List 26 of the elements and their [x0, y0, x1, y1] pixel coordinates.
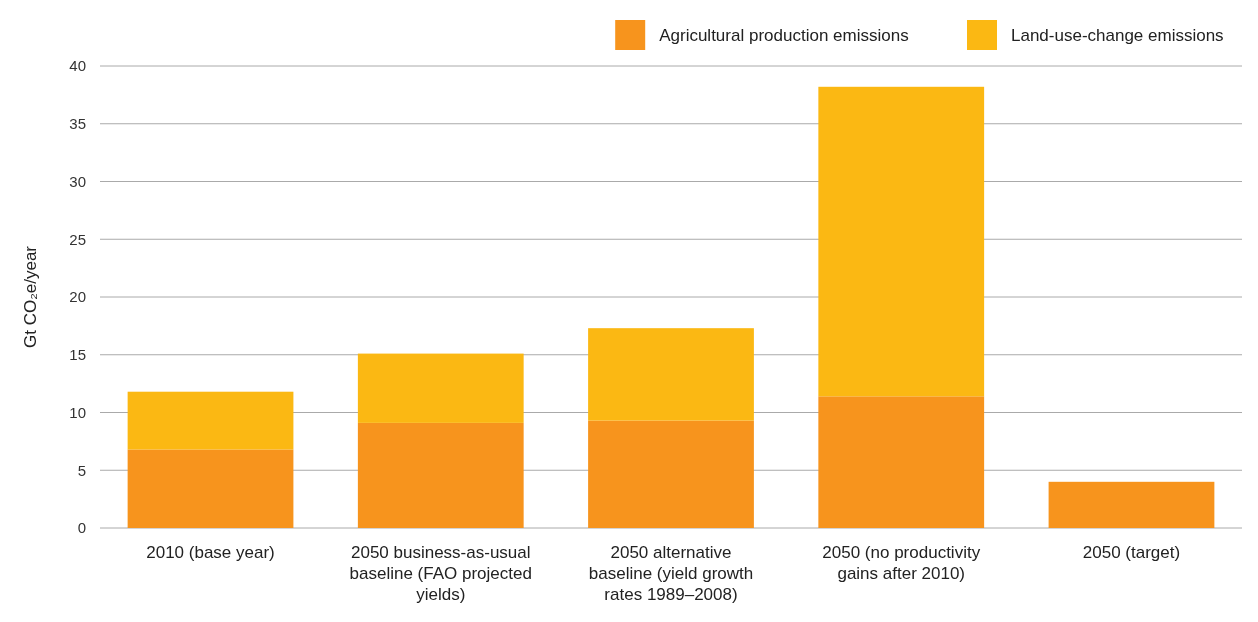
y-tick-label: 20	[69, 288, 86, 306]
x-tick-label: 2010 (base year)	[146, 543, 275, 562]
legend-label: Agricultural production emissions	[659, 25, 909, 45]
y-axis-title: Gt CO₂e/year	[21, 245, 40, 349]
legend-label: Land-use-change emissions	[1011, 25, 1224, 45]
x-tick-label: 2050 (no productivity gains after 2010)	[822, 543, 981, 583]
bar	[818, 396, 985, 528]
bar	[818, 86, 985, 397]
y-tick-label: 15	[69, 346, 86, 363]
bar	[357, 353, 524, 423]
x-tick-label: 2050 alternative baseline (yield growth rates 1989–2008)	[588, 543, 754, 604]
bar	[127, 391, 294, 450]
x-tick-label: 2050 (target)	[1082, 543, 1181, 562]
y-tick-label: 25	[69, 230, 86, 248]
bar	[127, 449, 294, 528]
y-tick-label: 0	[77, 519, 86, 537]
y-tick-label: 30	[69, 172, 86, 190]
y-tick-label: 35	[69, 115, 86, 132]
bar	[1048, 481, 1215, 528]
y-tick-label: 10	[69, 403, 86, 421]
bar	[588, 420, 754, 528]
y-tick-label: 5	[77, 461, 86, 479]
y-tick-label: 40	[69, 57, 86, 75]
bar	[357, 422, 524, 528]
bar	[588, 328, 754, 421]
x-tick-label: 2050 business-as-usual baseline (FAO projected yields)	[349, 543, 532, 604]
